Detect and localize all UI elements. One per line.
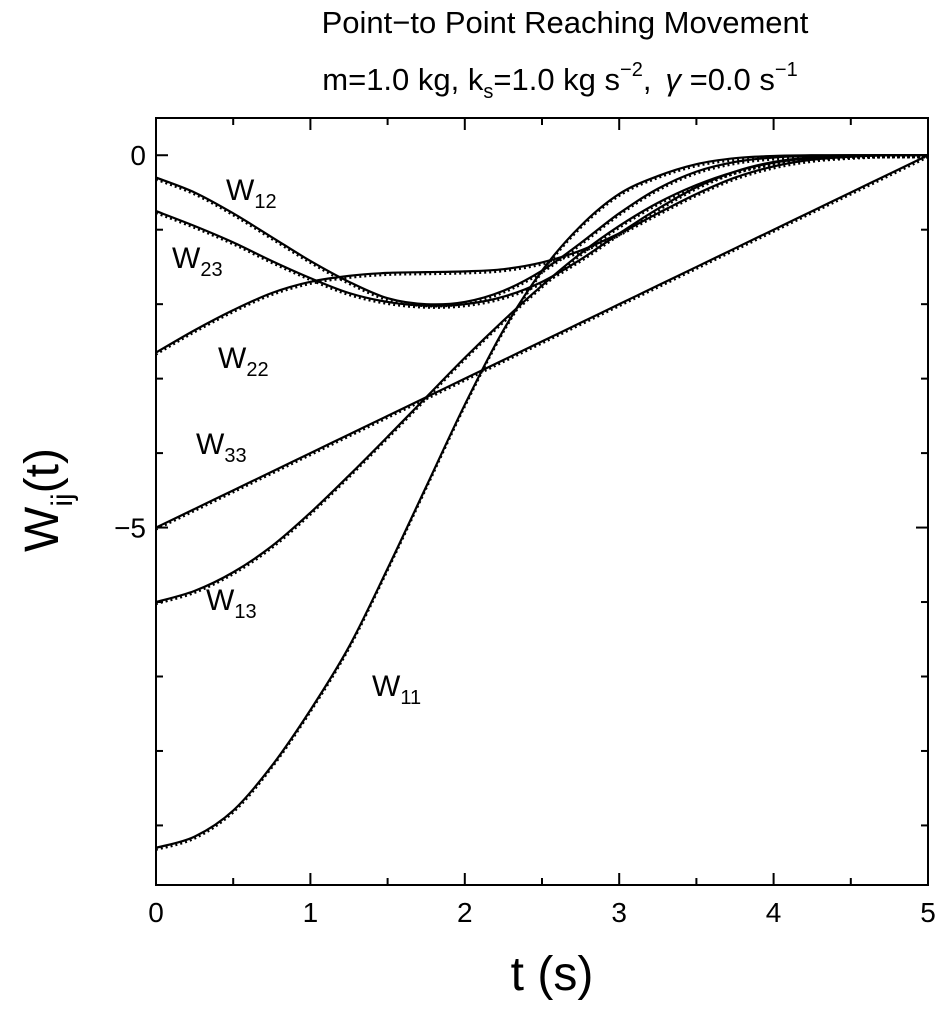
subtitle-ks-exponent: −2 bbox=[620, 59, 643, 81]
curve-w22-dotted bbox=[155, 156, 929, 356]
curve-w33 bbox=[155, 154, 929, 529]
curve-w12 bbox=[155, 154, 928, 306]
subtitle-gamma-exponent: −1 bbox=[775, 59, 798, 81]
curve-w11 bbox=[155, 154, 928, 849]
plot-frame bbox=[155, 117, 929, 886]
curve-w23 bbox=[155, 154, 929, 307]
curve-w33-dotted bbox=[155, 156, 929, 531]
x-tick-label: 3 bbox=[611, 897, 627, 928]
x-tick-label: 5 bbox=[920, 897, 936, 928]
x-tick-label: 2 bbox=[457, 897, 473, 928]
curve-label-w12: W12 bbox=[226, 174, 277, 213]
y-axis-label-subscript: ij bbox=[46, 493, 79, 506]
subtitle-ks-subscript: s bbox=[483, 81, 493, 103]
curve-label-w33: W33 bbox=[196, 428, 247, 467]
curve-w13 bbox=[155, 154, 929, 604]
y-axis-label: Wij(t) bbox=[16, 448, 79, 552]
x-axis-label: t (s) bbox=[511, 948, 594, 1001]
subtitle-gamma-symbol: γ bbox=[665, 62, 682, 97]
curve-w11-dotted bbox=[155, 156, 928, 851]
y-tick-label: −5 bbox=[114, 513, 146, 544]
curve-w12-dotted bbox=[155, 156, 928, 308]
curve-w13-dotted bbox=[155, 156, 929, 606]
subtitle-gamma: =0.0 s bbox=[681, 62, 775, 97]
curves bbox=[155, 154, 929, 851]
subtitle-mass: m=1.0 kg, k bbox=[322, 62, 484, 97]
curve-label-w13: W13 bbox=[206, 584, 257, 623]
x-tick-label: 4 bbox=[766, 897, 782, 928]
curve-labels: W11 W12 W13 W22 W23 W33 bbox=[172, 174, 421, 709]
x-tick-label: 1 bbox=[303, 897, 319, 928]
subtitle-ks: =1.0 kg s bbox=[493, 62, 620, 97]
curve-w22 bbox=[155, 154, 929, 354]
x-tick-label: 0 bbox=[148, 897, 164, 928]
curve-label-w22: W22 bbox=[218, 342, 269, 381]
axis-ticks bbox=[155, 118, 929, 885]
chart-title: Point−to Point Reaching Movement bbox=[322, 5, 809, 40]
tick-labels: 0 1 2 3 4 5 0 −5 bbox=[114, 140, 936, 928]
chart-subtitle: m=1.0 kg, ks=1.0 kg s−2, γ =0.0 s−1 bbox=[322, 59, 797, 103]
y-axis-label-base: W bbox=[16, 506, 69, 552]
curve-label-w11: W11 bbox=[372, 670, 421, 709]
subtitle-separator: , bbox=[643, 62, 652, 97]
curve-label-w23: W23 bbox=[172, 242, 223, 281]
y-tick-label: 0 bbox=[130, 140, 146, 171]
y-axis-label-suffix: (t) bbox=[16, 448, 69, 493]
